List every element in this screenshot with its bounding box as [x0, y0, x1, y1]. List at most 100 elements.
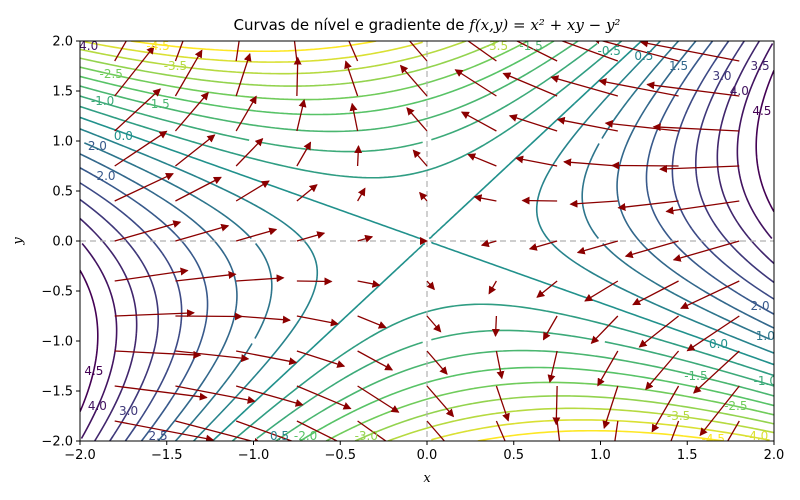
gradient-arrow: [114, 45, 155, 97]
gradient-arrow: [175, 134, 216, 167]
contour-label: -1.5: [146, 97, 169, 111]
contour-label: -1.5: [684, 369, 707, 383]
gradient-arrow: [693, 350, 740, 394]
gradient-arrow: [114, 420, 215, 441]
contour-label: -4.5: [146, 39, 169, 53]
gradient-arrow: [480, 239, 497, 248]
gradient-arrow: [344, 60, 359, 97]
gradient-arrow: [521, 196, 558, 205]
gradient-arrow: [632, 280, 679, 306]
gradient-arrow: [235, 180, 270, 202]
gradient-arrow: [114, 173, 174, 202]
gradient-arrow: [426, 350, 448, 375]
x-axis-label: x: [423, 471, 431, 486]
gradient-arrow: [591, 41, 679, 62]
contour-level-1: [84, 41, 770, 441]
gradient-arrow: [296, 420, 339, 441]
gradient-arrow: [348, 41, 359, 62]
gradient-arrow: [651, 385, 680, 433]
y-tick-label: 2.0: [52, 35, 73, 50]
gradient-arrow: [604, 119, 679, 132]
gradient-arrow: [114, 309, 195, 318]
gradient-arrow: [602, 385, 619, 429]
x-tick-label: −0.5: [324, 448, 356, 463]
x-tick-label: −2.0: [64, 448, 96, 463]
gradient-arrow: [680, 280, 740, 309]
gradient-arrow: [686, 315, 740, 352]
contour-level--4: [84, 41, 770, 441]
gradient-arrow: [617, 200, 679, 212]
chart-title-prefix: Curvas de nível e gradiente de: [234, 16, 470, 34]
contour-label: -3.5: [164, 59, 187, 73]
gradient-arrow: [174, 41, 184, 62]
contour-label: 0.0: [709, 337, 728, 351]
gradient-arrow: [175, 385, 256, 404]
gradient-arrow: [638, 315, 679, 348]
gradient-arrow: [235, 385, 304, 407]
gradient-arrow: [354, 145, 363, 167]
contour-label: 2.0: [751, 299, 770, 313]
gradient-arrow: [491, 315, 500, 337]
gradient-arrow: [175, 420, 263, 441]
contour-level-2_5: [80, 41, 774, 441]
contour-label: -4.5: [702, 432, 725, 446]
gradient-arrow: [611, 161, 679, 170]
gradient-arrow: [236, 350, 298, 366]
contour-label: -2.0: [294, 429, 317, 443]
gradient-arrow: [175, 350, 250, 363]
contour-label: 1.0: [756, 329, 775, 343]
contour-label: 3.5: [751, 59, 770, 73]
y-tick-label: 0.5: [52, 185, 73, 200]
gradient-arrow: [399, 64, 428, 97]
gradient-arrow: [460, 111, 497, 132]
gradient-arrow: [547, 350, 558, 383]
gradient-arrow: [357, 420, 387, 441]
x-tick-label: 0.0: [417, 448, 438, 463]
contour-label: -4.0: [745, 429, 768, 443]
contour-label: 4.5: [752, 104, 771, 118]
gradient-arrow: [536, 280, 558, 298]
contour-label: -3.5: [485, 39, 508, 53]
contour-label: 4.0: [79, 39, 98, 53]
contour-level-3_5: [80, 41, 774, 441]
gradient-arrow: [426, 420, 446, 441]
gradient-arrow: [235, 53, 252, 97]
y-tick-label: −1.0: [41, 335, 73, 350]
contour-level--3_5: [80, 41, 774, 441]
contour-label: 2.0: [88, 139, 107, 153]
reference-lines: [80, 41, 774, 441]
gradient-arrow: [597, 350, 619, 387]
gradient-arrow: [114, 385, 208, 401]
y-axis: −2.0 −1.5 −1.0 −0.5 0.0 0.5 1.0 1.5 2.0: [41, 35, 80, 450]
gradient-arrow: [114, 220, 182, 242]
contour-label: -1.5: [519, 39, 542, 53]
gradient-arrow: [495, 350, 505, 380]
contour-label: 4.5: [84, 364, 103, 378]
x-tick-label: 2.0: [764, 448, 785, 463]
gradient-arrow: [357, 315, 387, 329]
contour-label: -2.5: [724, 399, 747, 413]
gradient-arrow: [357, 187, 366, 202]
contour-label: -2.5: [99, 67, 122, 81]
gradient-arrow: [569, 199, 618, 208]
contour-level-2: [80, 41, 774, 441]
contour-label: 3.0: [712, 69, 731, 83]
gradient-arrow: [296, 385, 352, 410]
gradient-arrow: [114, 267, 189, 282]
contour-label: -3.5: [667, 409, 690, 423]
contour-label: 0.5: [270, 429, 289, 443]
gradient-arrow: [726, 420, 740, 441]
gradient-arrow: [412, 149, 428, 167]
x-tick-label: 1.0: [590, 448, 611, 463]
gradient-arrow: [175, 176, 222, 202]
gradient-arrow: [236, 315, 291, 324]
gradient-arrow: [495, 420, 506, 441]
gradient-arrow: [467, 41, 497, 62]
gradient-arrow: [296, 315, 339, 327]
gradient-arrow: [659, 164, 740, 173]
gradient-arrow: [645, 350, 680, 391]
gradient-arrow: [560, 41, 619, 62]
gradient-arrow: [473, 194, 497, 203]
gradient-arrow: [515, 41, 558, 62]
gradient-arrow: [556, 420, 561, 441]
